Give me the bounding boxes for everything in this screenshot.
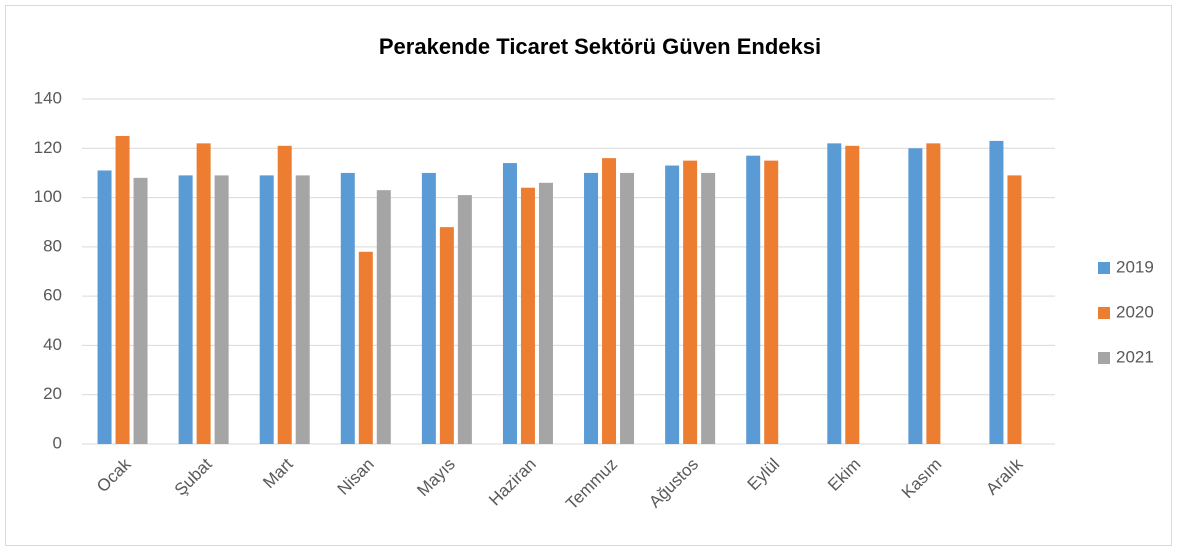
bar [683,160,698,444]
legend-label: 2021 [1116,347,1154,366]
bar [584,172,599,444]
chart-title: Perakende Ticaret Sektörü Güven Endeksi [379,34,821,59]
bar [376,190,391,444]
bar [439,227,454,444]
legend-label: 2019 [1116,257,1154,276]
bar [908,148,923,445]
bar [214,175,229,444]
bar [1007,175,1022,444]
bar [665,165,680,445]
bar [196,143,211,444]
bar [764,160,779,444]
bar [133,177,148,444]
bar [602,158,617,444]
bar [277,145,292,445]
legend-swatch [1098,262,1110,274]
y-tick-label: 80 [43,236,62,255]
legend-swatch [1098,352,1110,364]
y-tick-label: 40 [43,335,62,354]
bar [827,143,842,444]
bar [502,163,517,445]
y-tick-label: 120 [34,138,62,157]
bar [620,172,635,444]
y-tick-label: 60 [43,286,62,305]
bar [340,172,355,444]
y-tick-label: 100 [34,187,62,206]
bar [115,135,130,444]
legend-swatch [1098,307,1110,319]
y-tick-label: 0 [53,433,62,452]
y-tick-label: 140 [34,88,62,107]
bar [926,143,941,444]
bar [520,187,535,444]
bar [701,172,716,444]
bar [845,145,860,445]
bar [178,175,193,444]
bar [746,155,761,444]
y-tick-label: 20 [43,384,62,403]
bar [97,170,112,444]
bar [421,172,436,444]
bar [358,251,373,444]
bar [989,140,1004,444]
bar [259,175,274,444]
bar [457,195,472,444]
bar [295,175,310,444]
legend-label: 2020 [1116,302,1154,321]
bar [538,182,553,445]
